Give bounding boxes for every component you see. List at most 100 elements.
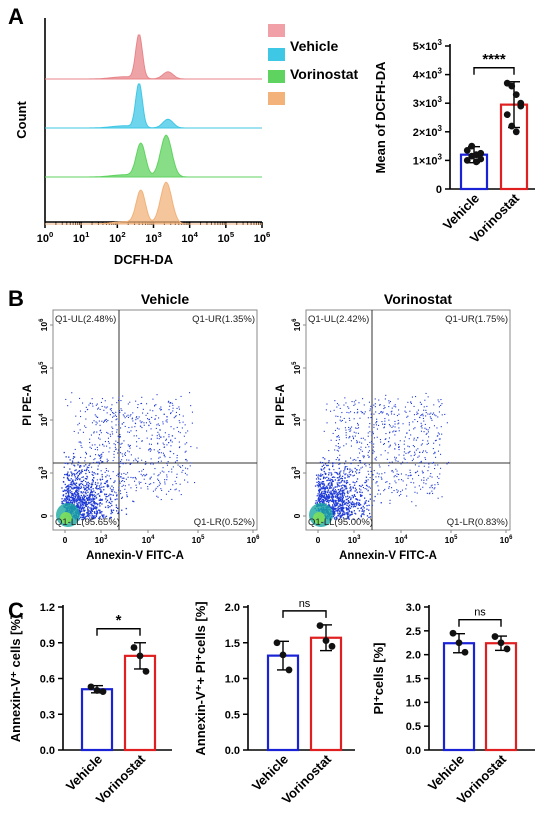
scatter-point: [345, 481, 347, 484]
scatter-point: [82, 507, 84, 509]
scatter-point: [357, 517, 360, 520]
scatter-point: [77, 464, 79, 466]
scatter-point: [426, 479, 428, 481]
scatter-point: [390, 411, 392, 413]
scatter-point: [112, 416, 114, 418]
scatter-point: [332, 504, 334, 506]
scatter-point: [92, 515, 95, 517]
scatter-point: [65, 497, 68, 499]
scatter-point: [333, 492, 335, 494]
scatter-point: [341, 490, 343, 492]
scatter-point: [337, 415, 339, 417]
scatter-point: [414, 453, 416, 455]
scatter-point: [116, 418, 118, 420]
scatter-point: [347, 492, 349, 495]
scatter-point: [114, 414, 116, 416]
scatter-point: [125, 513, 128, 515]
scatter-point: [90, 486, 92, 488]
scatter-point: [84, 500, 86, 502]
scatter-point: [95, 487, 97, 489]
scatter-point: [160, 408, 162, 410]
scatter-point: [327, 483, 330, 485]
scatter-point: [99, 444, 101, 446]
scatter-point: [336, 496, 338, 498]
scatter-point: [325, 487, 327, 489]
scatter-point: [135, 417, 137, 419]
scatter-point: [330, 410, 332, 412]
scatter-point: [121, 442, 123, 444]
scatter-point: [323, 492, 326, 494]
scatter-point: [318, 500, 320, 502]
scatter-point: [376, 481, 378, 483]
scatter-point: [344, 473, 346, 475]
scatter-point: [86, 486, 88, 489]
scatter-point: [63, 489, 66, 491]
scatter-point: [409, 472, 411, 474]
scatter-point: [373, 446, 375, 448]
scatter-point: [79, 498, 81, 500]
scatter-point: [374, 403, 376, 405]
quadrant-label-lr: Q1-LR(0.83%): [447, 517, 508, 528]
scatter-point: [92, 494, 94, 496]
scatter-point: [327, 489, 330, 491]
scatter-point: [127, 431, 129, 433]
scatter-point: [98, 503, 100, 505]
scatter-point: [335, 500, 337, 502]
scatter-point: [94, 496, 96, 498]
scatter-point: [104, 493, 106, 495]
scatter-point: [342, 492, 344, 495]
scatter-point: [145, 482, 147, 484]
scatter-point: [319, 475, 321, 477]
scatter-point: [124, 488, 126, 490]
scatter-point: [65, 486, 67, 488]
scatter-point: [368, 450, 370, 452]
scatter-point: [171, 498, 173, 500]
scatter-point: [96, 504, 99, 506]
scatter-point: [101, 398, 103, 400]
scatter-point: [358, 448, 360, 450]
scatter-point: [320, 473, 322, 475]
scatter-point: [338, 491, 341, 493]
scatter-point: [427, 396, 429, 398]
scatter-point: [359, 499, 361, 501]
scatter-point: [424, 427, 426, 429]
scatter-point: [429, 413, 431, 415]
scatter-point: [420, 414, 422, 416]
scatter-point: [434, 452, 436, 454]
scatter-point: [357, 408, 359, 410]
scatter-point: [73, 456, 76, 458]
scatter-point: [379, 493, 381, 495]
scatter-point: [70, 493, 72, 495]
scatter-point: [94, 506, 96, 508]
scatter-point: [385, 433, 387, 435]
scatter-point: [73, 487, 75, 489]
scatter-point: [321, 498, 324, 501]
scatter-point: [318, 488, 320, 490]
scatter-point: [331, 489, 334, 492]
scatter-point: [136, 441, 138, 443]
scatter-point: [184, 451, 186, 453]
scatter-point: [324, 492, 327, 494]
scatter-point: [78, 484, 81, 487]
scatter-point: [74, 484, 76, 486]
scatter-point: [149, 477, 151, 479]
scatter-point: [322, 487, 324, 489]
scatter-point: [433, 425, 435, 427]
scatter-point: [136, 445, 138, 447]
scatter-point: [67, 479, 70, 481]
scatter-point: [337, 509, 340, 511]
scatter-point: [158, 474, 160, 476]
scatter-point: [96, 446, 98, 448]
scatter-point: [398, 409, 400, 411]
scatter-point: [354, 505, 357, 508]
scatter-point: [423, 479, 425, 481]
scatter-point: [139, 420, 141, 422]
scatter-point: [91, 444, 93, 446]
scatter-point: [345, 443, 347, 445]
scatter-point: [344, 512, 346, 514]
scatter-point: [389, 431, 391, 433]
scatter-point: [389, 444, 391, 446]
data-point: [463, 146, 471, 154]
scatter-point: [113, 415, 115, 417]
scatter-point: [68, 498, 70, 500]
